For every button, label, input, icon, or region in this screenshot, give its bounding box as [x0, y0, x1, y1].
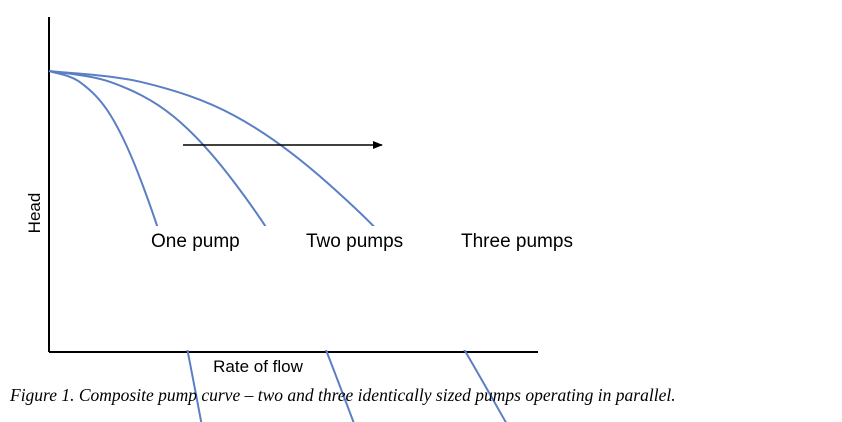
- curve-label-group: One pump Two pumps Three pumps: [151, 231, 573, 252]
- figure-caption: Figure 1. Composite pump curve – two and…: [10, 385, 676, 405]
- y-axis-title: Head: [25, 193, 44, 234]
- curve-label-one-pump: One pump: [151, 231, 240, 252]
- curve-label-two-pumps: Two pumps: [306, 231, 403, 252]
- curve-label-three-pumps: Three pumps: [461, 231, 573, 252]
- x-axis-title: Rate of flow: [213, 357, 303, 376]
- curve-group: [48, 70, 572, 422]
- curve-tail-mask: [52, 226, 572, 350]
